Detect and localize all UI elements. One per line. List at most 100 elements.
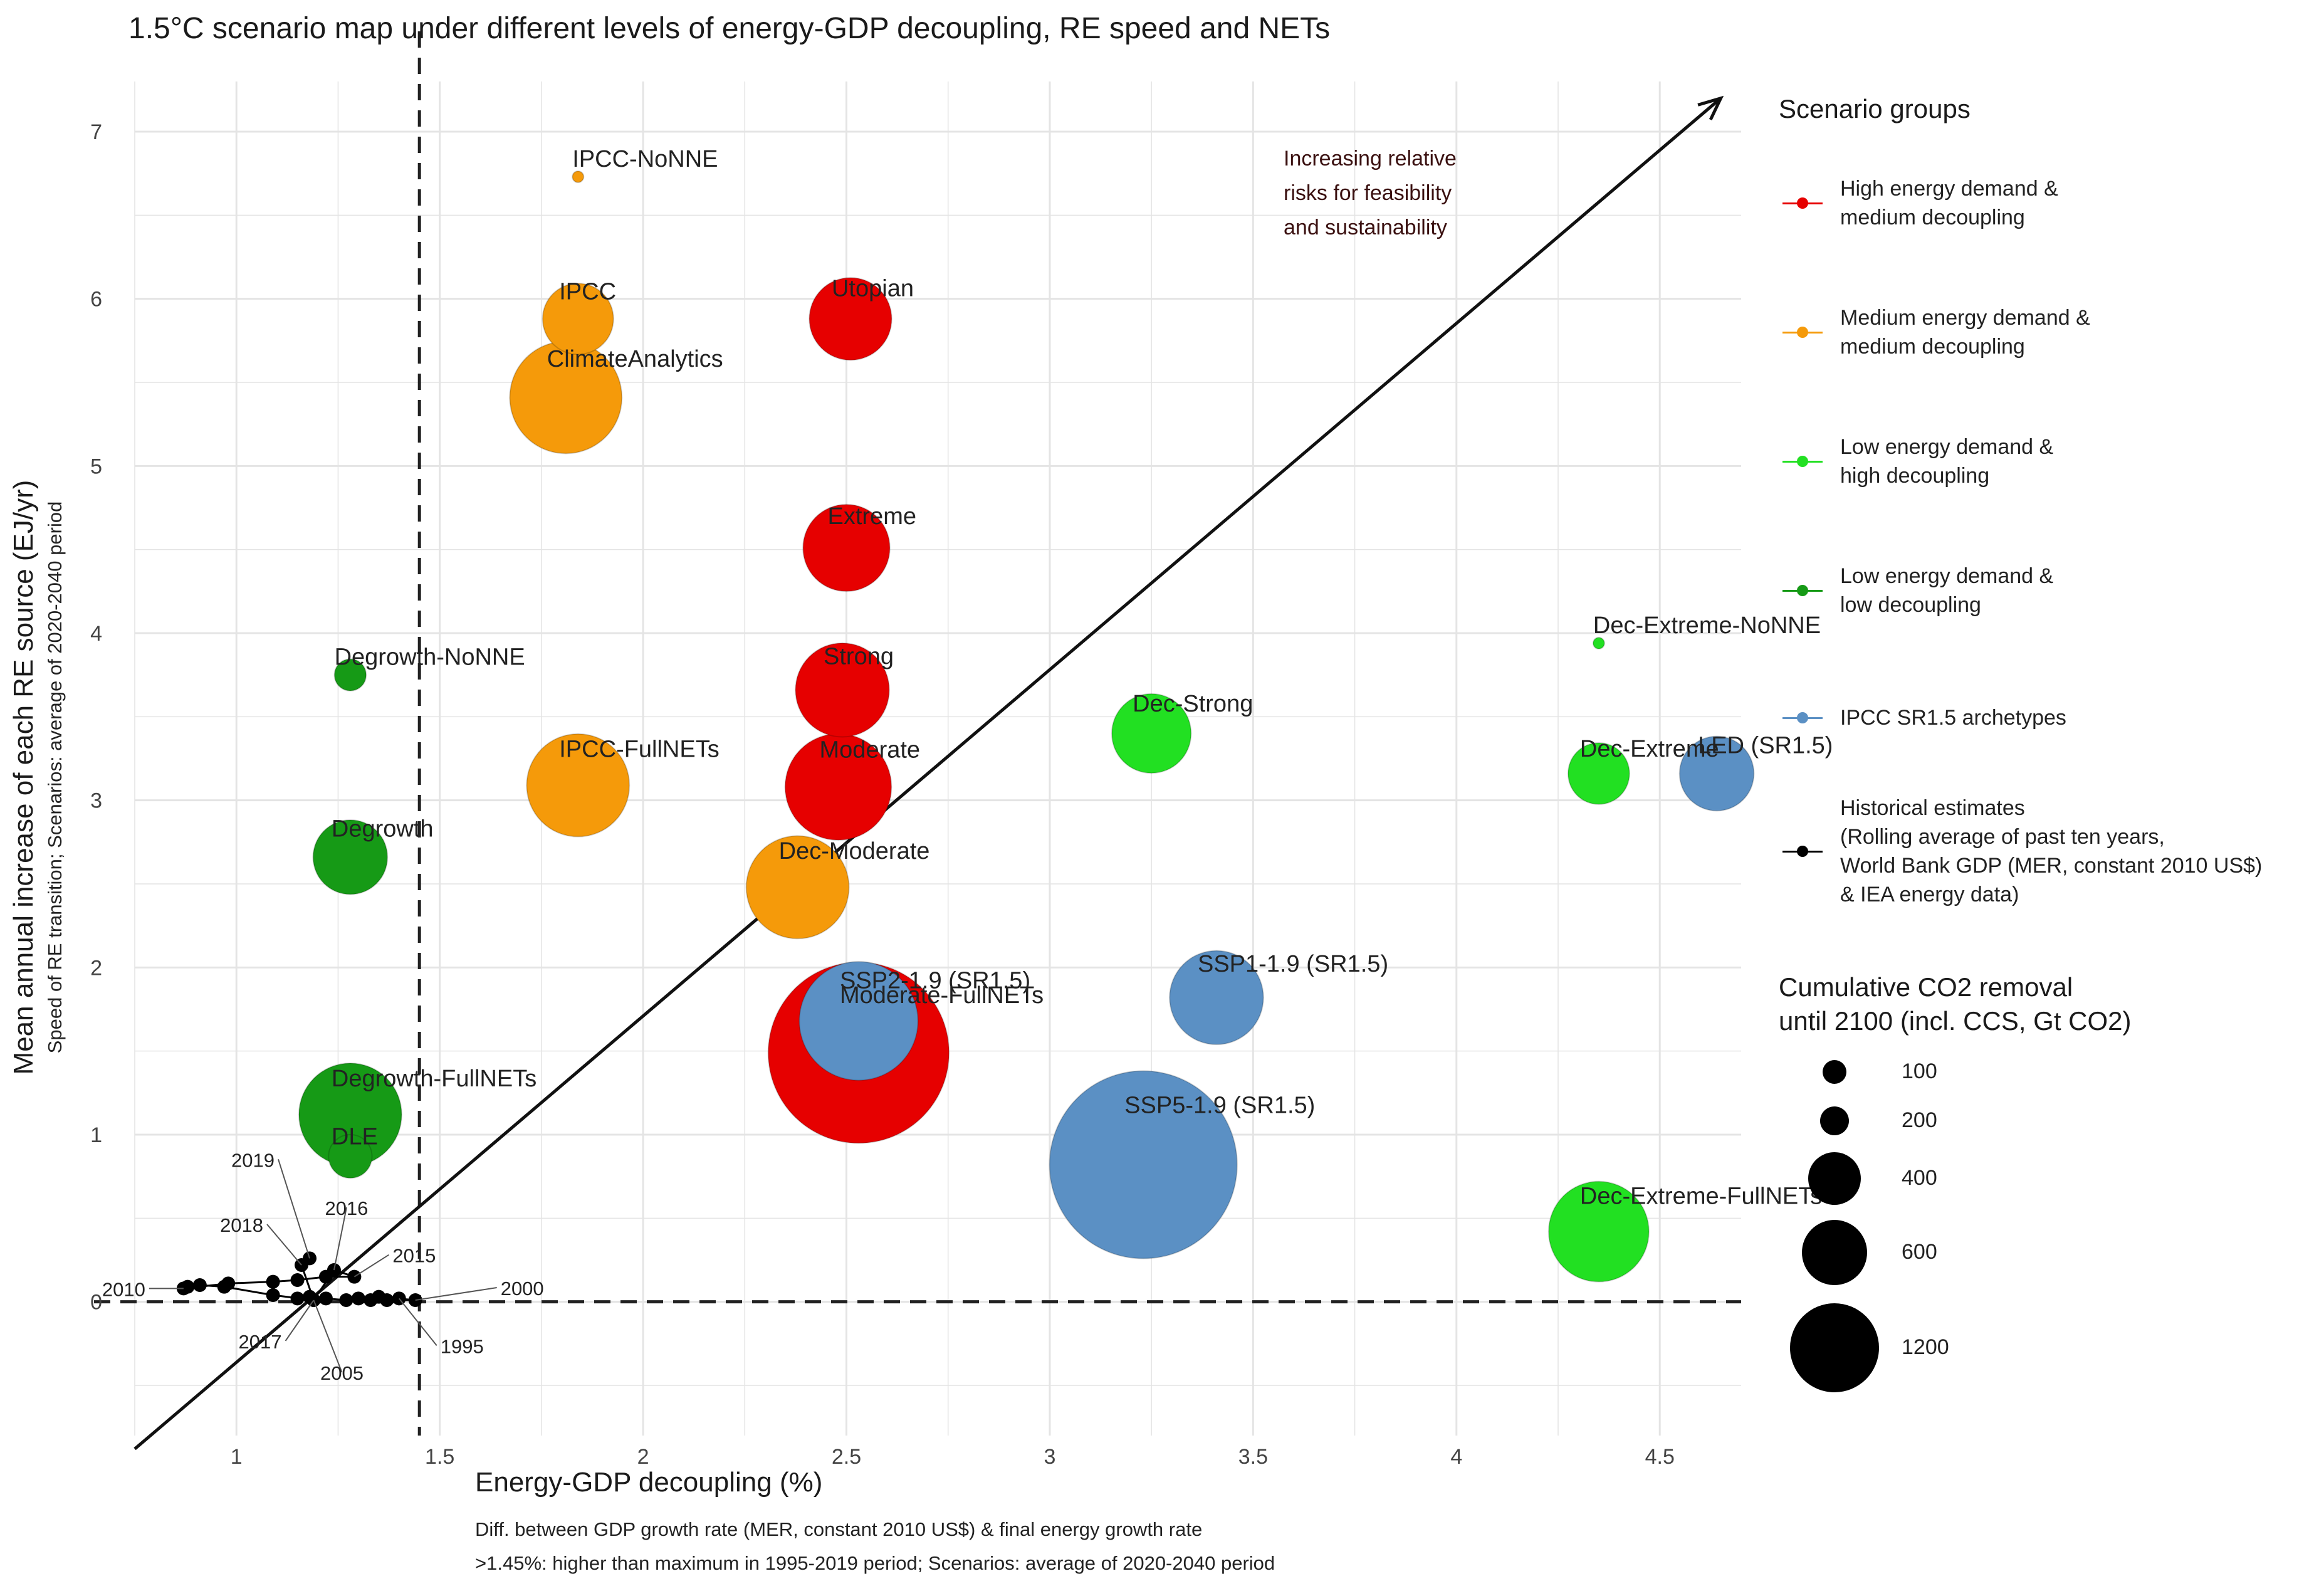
scenario-label: DLE [332,1124,378,1150]
size-legend-item: 100 [1779,1059,2155,1166]
scenario-bubble [542,283,614,355]
chart-title: 1.5°C scenario map under different level… [128,12,1331,45]
year-leader [333,1207,347,1271]
y-tick-label: 7 [90,120,102,144]
arrow-annotation: Increasing relative risks for feasibility… [1284,147,1457,239]
scenario-bubble [572,171,585,183]
legend-item: Low energy demand & high decoupling [1779,433,2324,527]
size-legend-circle [1820,1106,1849,1135]
scenario-label: Degrowth [332,816,434,843]
historical-point [290,1273,305,1287]
y-tick-label: 4 [90,622,102,646]
scenario-label: IPCC [559,279,616,305]
scenario-label: Utopian [832,276,914,302]
year-leader [313,1300,343,1373]
axis-ticks: 1 1.5 2 2.5 3 3.5 4 4.5 0 1 2 3 4 5 6 7 [90,120,1675,1469]
legend-swatch [1782,320,1823,345]
historical-point [318,1291,333,1306]
year-leader [398,1298,437,1346]
legend-item: High energy demand & medium decoupling [1779,174,2324,268]
x-axis-subtitle-1: Diff. between GDP growth rate (MER, cons… [475,1518,1203,1540]
scenario-label: Moderate-FullNETs [840,982,1044,1009]
size-legend-label: 100 [1902,1059,1937,1083]
legend-swatch [1782,191,1823,216]
year-label: 1995 [441,1335,484,1357]
scenario-bubble [333,658,367,691]
scenario-bubble [1169,950,1264,1046]
x-tick-label: 1 [231,1445,243,1469]
size-legend-item: 1200 [1779,1303,2155,1442]
year-leader [285,1300,315,1342]
scenario-label: Degrowth-NoNNE [335,644,525,671]
legend-swatch [1782,578,1823,603]
legend-swatch [1782,705,1823,730]
size-legend-title: Cumulative CO2 removal until 2100 (incl.… [1779,972,2132,1036]
scenario-label: Dec-Extreme-FullNETs [1580,1184,1822,1210]
size-legend-circle [1790,1303,1879,1392]
scenario-label: Degrowth-FullNETs [332,1066,537,1092]
year-leader [278,1159,310,1259]
arrow-annotation-line: risks for feasibility [1284,181,1452,205]
scenario-label: Extreme [828,503,916,530]
size-legend-item: 400 [1779,1152,2155,1273]
scenario-bubble [312,819,389,895]
scenario-label: IPCC-FullNETs [559,737,719,763]
size-legend-circle [1823,1060,1846,1084]
legend-swatch [1782,449,1823,474]
size-legend-item: 600 [1779,1220,2155,1347]
year-label: 2016 [325,1197,368,1219]
year-leader [266,1224,302,1266]
legend-label: Low energy demand & low decoupling [1840,564,2054,617]
size-legend-item: 200 [1779,1106,2155,1215]
scenario-label: Dec-Extreme-NoNNE [1593,612,1821,639]
scenario-label: LED (SR1.5) [1698,732,1833,759]
scenario-bubble [1678,735,1755,812]
x-tick-label: 4 [1450,1445,1462,1469]
historical-point [290,1291,305,1306]
scenario-label: SSP1-1.9 (SR1.5) [1198,951,1388,977]
year-label: 2015 [392,1245,436,1267]
historical-point [372,1289,386,1304]
legend-item: IPCC SR1.5 archetypes [1779,703,2324,797]
y-axis-title: Mean annual increase of each RE source (… [8,480,39,1075]
scenario-bubble [809,276,892,361]
year-label: 2017 [239,1331,282,1353]
y-axis-labels: Mean annual increase of each RE source (… [8,480,66,1075]
x-tick-label: 3 [1044,1445,1055,1469]
scenario-bubble [1111,693,1192,774]
historical-series: 1995 2000 2005 2010 2015 2016 2017 2018 2019 [102,1149,544,1384]
historical-point [192,1278,207,1292]
scenario-bubble [745,835,850,940]
legend-label: Medium energy demand & medium decoupling [1840,306,2090,359]
scenario-bubble [1049,1070,1238,1259]
year-label: 2019 [231,1149,275,1171]
historical-point [339,1293,353,1307]
scenario-bubble [328,1134,373,1179]
arrow-annotation-line: Increasing relative [1284,147,1457,171]
scenario-label: ClimateAnalytics [547,346,723,372]
year-label: 2018 [220,1214,263,1236]
y-tick-label: 5 [90,454,102,478]
year-label: 2010 [102,1278,145,1300]
size-legend-label: 400 [1902,1166,1937,1190]
scenario-points [298,171,1755,1283]
x-tick-label: 4.5 [1645,1445,1675,1469]
x-axis-subtitle-2: >1.45%: higher than maximum in 1995-2019… [475,1552,1275,1574]
scenario-bubble [802,503,891,592]
x-tick-label: 2 [637,1445,649,1469]
point-labels: IPCC-NoNNE IPCC ClimateAnalytics Utopian Ext… [332,146,1833,1210]
legend-label: Low energy demand & high decoupling [1840,435,2054,488]
year-label: 2005 [320,1362,364,1384]
scenario-bubble [798,961,919,1081]
legend-swatch [1782,839,1823,864]
scenario-label: Dec-Extreme [1580,736,1719,762]
historical-point [221,1276,236,1291]
legend-item: Medium energy demand & medium decoupling [1779,303,2324,397]
scenario-bubble [1567,742,1630,805]
x-axis-title: Energy-GDP decoupling (%) [475,1467,823,1498]
y-tick-label: 2 [90,956,102,980]
scenario-label: SSP2-1.9 (SR1.5) [840,968,1030,994]
reference-lines [94,31,1741,1436]
size-legend-label: 600 [1902,1240,1937,1264]
